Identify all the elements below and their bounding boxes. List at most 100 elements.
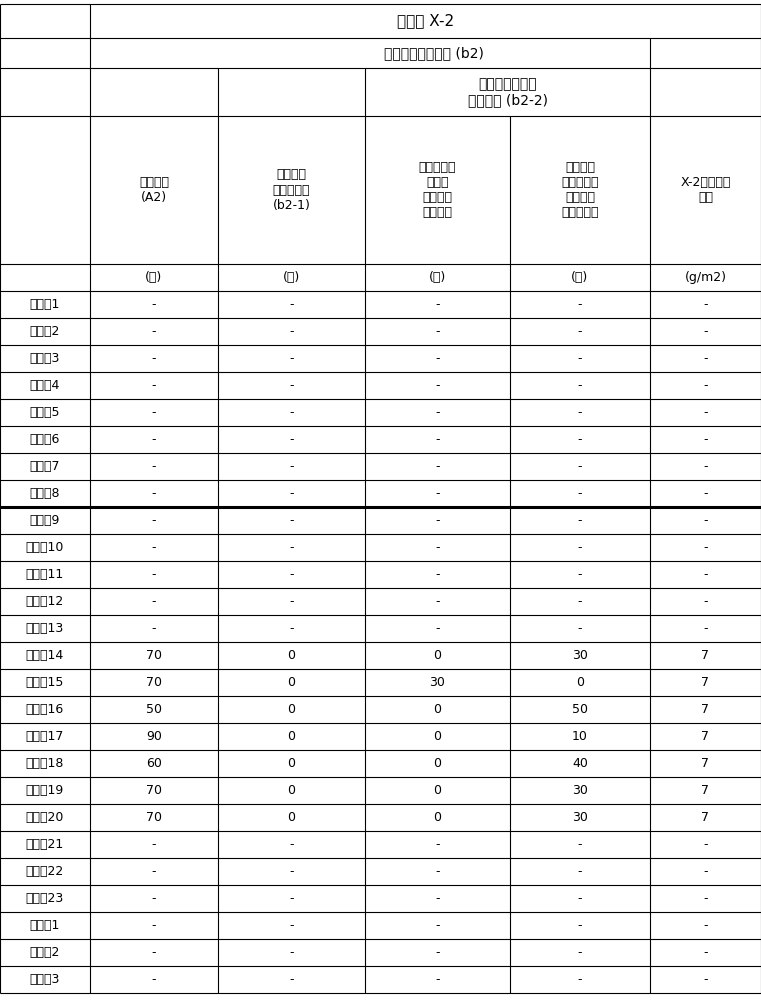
Text: 7: 7	[702, 784, 709, 797]
Text: -: -	[289, 514, 294, 527]
Text: -: -	[435, 865, 440, 878]
Text: -: -	[435, 838, 440, 851]
Text: -: -	[578, 892, 582, 905]
Text: -: -	[289, 352, 294, 365]
Text: 实施例8: 实施例8	[30, 487, 60, 500]
Text: -: -	[289, 838, 294, 851]
Text: 0: 0	[288, 676, 295, 689]
Text: 实施例15: 实施例15	[26, 676, 64, 689]
Text: -: -	[435, 433, 440, 446]
Text: -: -	[289, 433, 294, 446]
Text: -: -	[578, 298, 582, 311]
Text: 7: 7	[702, 676, 709, 689]
Text: -: -	[578, 568, 582, 581]
Text: 实施例23: 实施例23	[26, 892, 64, 905]
Text: 0: 0	[288, 757, 295, 770]
Text: 实施例19: 实施例19	[26, 784, 64, 797]
Text: 7: 7	[702, 730, 709, 743]
Text: -: -	[435, 379, 440, 392]
Text: 通过打浆
而原纤化的
氧化纤维
前体短纤维: 通过打浆 而原纤化的 氧化纤维 前体短纤维	[562, 161, 599, 219]
Text: -: -	[435, 406, 440, 419]
Text: -: -	[435, 622, 440, 635]
Text: -: -	[435, 892, 440, 905]
Text: -: -	[289, 946, 294, 959]
Text: -: -	[289, 460, 294, 473]
Text: -: -	[289, 325, 294, 338]
Text: 70: 70	[146, 676, 162, 689]
Text: -: -	[289, 595, 294, 608]
Text: 实施例20: 实施例20	[26, 811, 64, 824]
Text: -: -	[289, 406, 294, 419]
Text: -: -	[703, 622, 708, 635]
Text: 实施例11: 实施例11	[26, 568, 64, 581]
Text: -: -	[703, 568, 708, 581]
Text: -: -	[578, 622, 582, 635]
Text: 氧化纤维
前体短纤维
(b2-1): 氧化纤维 前体短纤维 (b2-1)	[272, 168, 310, 212]
Text: 60: 60	[146, 757, 162, 770]
Text: 比较例2: 比较例2	[30, 946, 60, 959]
Text: -: -	[703, 487, 708, 500]
Text: 实施例2: 实施例2	[30, 325, 60, 338]
Text: -: -	[435, 325, 440, 338]
Text: 0: 0	[288, 730, 295, 743]
Text: -: -	[151, 460, 156, 473]
Text: 90: 90	[146, 730, 162, 743]
Text: 实施例3: 实施例3	[30, 352, 60, 365]
Text: -: -	[151, 622, 156, 635]
Text: 实施例17: 实施例17	[26, 730, 64, 743]
Text: -: -	[151, 541, 156, 554]
Text: 实施例7: 实施例7	[30, 460, 60, 473]
Text: -: -	[151, 946, 156, 959]
Text: 实施例16: 实施例16	[26, 703, 64, 716]
Text: 30: 30	[572, 784, 588, 797]
Text: -: -	[289, 487, 294, 500]
Text: 7: 7	[702, 703, 709, 716]
Text: 0: 0	[434, 703, 441, 716]
Text: -: -	[435, 919, 440, 932]
Text: 0: 0	[434, 649, 441, 662]
Text: -: -	[703, 865, 708, 878]
Text: -: -	[151, 838, 156, 851]
Text: 比较例3: 比较例3	[30, 973, 60, 986]
Text: 0: 0	[288, 703, 295, 716]
Text: (份): (份)	[429, 271, 446, 284]
Text: -: -	[578, 487, 582, 500]
Text: 7: 7	[702, 811, 709, 824]
Text: 实施例22: 实施例22	[26, 865, 64, 878]
Text: 7: 7	[702, 757, 709, 770]
Text: 实施例1: 实施例1	[30, 298, 60, 311]
Text: 0: 0	[288, 784, 295, 797]
Text: -: -	[703, 298, 708, 311]
Text: -: -	[289, 919, 294, 932]
Text: 7: 7	[702, 649, 709, 662]
Text: -: -	[578, 838, 582, 851]
Text: -: -	[151, 973, 156, 986]
Text: -: -	[435, 298, 440, 311]
Text: 30: 30	[572, 811, 588, 824]
Text: -: -	[703, 406, 708, 419]
Text: -: -	[289, 541, 294, 554]
Text: -: -	[435, 568, 440, 581]
Text: 0: 0	[288, 811, 295, 824]
Text: -: -	[435, 541, 440, 554]
Text: -: -	[578, 379, 582, 392]
Text: -: -	[289, 379, 294, 392]
Text: -: -	[435, 973, 440, 986]
Text: -: -	[151, 892, 156, 905]
Text: -: -	[703, 892, 708, 905]
Text: -: -	[703, 946, 708, 959]
Text: 70: 70	[146, 784, 162, 797]
Text: -: -	[289, 622, 294, 635]
Text: -: -	[578, 973, 582, 986]
Text: 实施例14: 实施例14	[26, 649, 64, 662]
Text: 0: 0	[434, 757, 441, 770]
Text: 实施例13: 实施例13	[26, 622, 64, 635]
Text: 50: 50	[572, 703, 588, 716]
Text: -: -	[703, 325, 708, 338]
Text: 氧化纤维前体纤维 (b2): 氧化纤维前体纤维 (b2)	[384, 46, 484, 60]
Text: -: -	[289, 298, 294, 311]
Text: -: -	[578, 541, 582, 554]
Text: 比较例1: 比较例1	[30, 919, 60, 932]
Text: -: -	[151, 514, 156, 527]
Text: -: -	[435, 946, 440, 959]
